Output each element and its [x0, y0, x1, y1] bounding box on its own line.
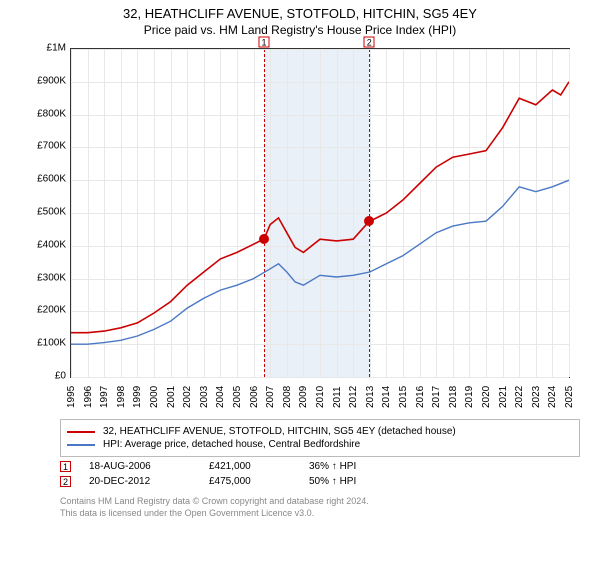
- legend: 32, HEATHCLIFF AVENUE, STOTFOLD, HITCHIN…: [60, 419, 580, 457]
- legend-label: HPI: Average price, detached house, Cent…: [103, 439, 360, 450]
- series-property: [71, 82, 569, 333]
- ytick-label: £900K: [20, 75, 66, 86]
- ytick-label: £800K: [20, 108, 66, 119]
- ytick-label: £200K: [20, 305, 66, 316]
- ytick-label: £1M: [20, 43, 66, 54]
- annotation-square: 2: [364, 37, 375, 48]
- sale-hpi: 50% ↑ HPI: [309, 476, 409, 487]
- sale-hpi: 36% ↑ HPI: [309, 461, 409, 472]
- sale-row: 2 20-DEC-2012£475,00050% ↑ HPI: [60, 476, 580, 487]
- sale-date: 20-DEC-2012: [89, 476, 209, 487]
- footer-line-1: Contains HM Land Registry data © Crown c…: [60, 495, 580, 507]
- gridline-v: [569, 49, 570, 377]
- sale-date: 18-AUG-2006: [89, 461, 209, 472]
- ytick-label: £300K: [20, 272, 66, 283]
- ytick-label: £600K: [20, 174, 66, 185]
- ytick-label: £100K: [20, 338, 66, 349]
- legend-item: HPI: Average price, detached house, Cent…: [67, 439, 573, 450]
- xtick-label: 2025: [564, 386, 597, 408]
- chart-title: 32, HEATHCLIFF AVENUE, STOTFOLD, HITCHIN…: [0, 6, 600, 21]
- chart: £0 £100K £200K £300K £400K £500K £600K £700K £80…: [20, 43, 580, 413]
- legend-label: 32, HEATHCLIFF AVENUE, STOTFOLD, HITCHIN…: [103, 426, 456, 437]
- ytick-label: £400K: [20, 239, 66, 250]
- sale-index-square: 2: [60, 476, 71, 487]
- sale-row: 1 18-AUG-2006£421,00036% ↑ HPI: [60, 461, 580, 472]
- ytick-label: £500K: [20, 207, 66, 218]
- footer-attribution: Contains HM Land Registry data © Crown c…: [60, 495, 580, 519]
- ytick-label: £700K: [20, 141, 66, 152]
- ytick-label: £0: [20, 371, 66, 382]
- footer-line-2: This data is licensed under the Open Gov…: [60, 507, 580, 519]
- sale-price: £421,000: [209, 461, 309, 472]
- sale-point: [364, 216, 374, 226]
- series-hpi: [71, 180, 569, 344]
- sales-table: 1 18-AUG-2006£421,00036% ↑ HPI 2 20-DEC-201…: [60, 461, 580, 487]
- legend-swatch: [67, 431, 95, 433]
- sale-price: £475,000: [209, 476, 309, 487]
- gridline-h: [71, 377, 569, 378]
- plot-area: 12: [70, 48, 570, 378]
- sale-index-square: 1: [60, 461, 71, 472]
- chart-subtitle: Price paid vs. HM Land Registry's House …: [0, 23, 600, 37]
- annotation-square: 1: [259, 37, 270, 48]
- legend-item: 32, HEATHCLIFF AVENUE, STOTFOLD, HITCHIN…: [67, 426, 573, 437]
- legend-swatch: [67, 444, 95, 446]
- sale-point: [259, 234, 269, 244]
